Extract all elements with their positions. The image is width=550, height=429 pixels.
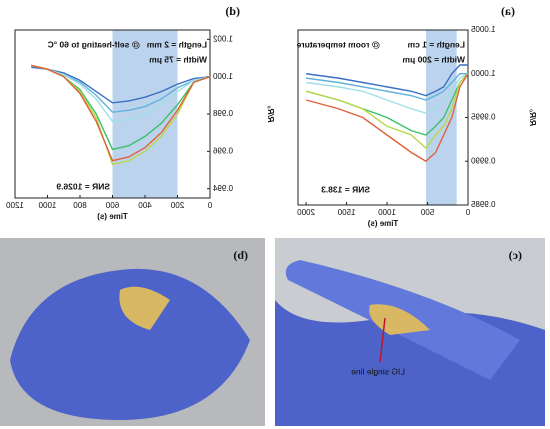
panel-label: (d) <box>225 4 240 18</box>
annotation: SNR = 1026.9 <box>56 181 110 191</box>
annotation: @ self-heating to 60 °C <box>48 39 140 49</box>
arrow <box>379 317 386 363</box>
data-line <box>31 66 211 104</box>
y-axis-title: R/R₀ <box>528 109 537 126</box>
x-tick-label: 800 <box>73 201 87 210</box>
y-tick-label: 0.9985 <box>470 200 495 209</box>
data-line <box>31 64 211 162</box>
y-tick-label: 1.000 <box>212 72 233 81</box>
annotation: Length = 1 cm <box>407 39 465 49</box>
annotation: Width = 75 μm <box>149 54 207 64</box>
annotation: SNR = 138.3 <box>321 184 370 194</box>
x-tick-label: 200 <box>170 201 184 210</box>
panel-label: (a) <box>501 4 515 18</box>
x-tick-label: 400 <box>138 201 152 210</box>
data-line <box>306 73 468 101</box>
x-axis-title: Time (s) <box>367 219 398 228</box>
data-line <box>305 73 469 150</box>
y-tick-label: 0.994 <box>212 184 233 193</box>
photo-b: (b) <box>0 238 265 426</box>
data-line <box>306 73 469 114</box>
x-axis-title: Time (s) <box>97 212 128 221</box>
annotation: @ room temperature <box>296 39 380 49</box>
panel-label: (b) <box>233 248 248 262</box>
x-tick-label: 0 <box>207 201 212 210</box>
glove <box>10 268 250 420</box>
y-tick-label: 0.9990 <box>470 156 495 165</box>
annotation: Width = 200 μm <box>402 54 465 64</box>
data-line <box>31 64 211 123</box>
y-tick-label: 1.002 <box>212 34 233 43</box>
y-tick-label: 1.0000 <box>470 69 495 78</box>
photo-annotation: LIG single line <box>351 366 405 376</box>
x-tick-label: 1000 <box>378 208 396 217</box>
mirrored-figure: LIG single line (c) (b) 0.99850.99900.99… <box>0 4 545 426</box>
y-tick-label: 0.998 <box>212 109 233 118</box>
x-tick-label: 2000 <box>297 208 315 217</box>
x-tick-label: 1000 <box>38 201 56 210</box>
data-line <box>306 64 468 97</box>
annotation: Length = 2 mm <box>146 39 207 49</box>
x-tick-label: 0 <box>465 208 470 217</box>
y-axis-title: R/R₀ <box>266 106 275 123</box>
x-tick-label: 600 <box>105 201 119 210</box>
x-tick-label: 500 <box>420 208 434 217</box>
x-tick-label: 1200 <box>6 201 24 210</box>
x-tick-label: 1500 <box>337 208 355 217</box>
sensor <box>119 286 170 330</box>
y-tick-label: 0.996 <box>212 146 233 155</box>
panel-label: (c) <box>509 248 522 262</box>
y-tick-label: 1.0005 <box>470 25 495 34</box>
chart: 0.994 0.996 0.998 1.000 1.002 0 200 400 600 800 10… <box>6 4 275 221</box>
photo-c: LIG single line (c) <box>275 238 545 426</box>
data-line <box>305 73 469 163</box>
chart: 0.9985 0.9990 0.9995 1.0000 1.0005 0 500 1000 15… <box>296 4 537 228</box>
y-tick-label: 0.9995 <box>470 113 495 122</box>
